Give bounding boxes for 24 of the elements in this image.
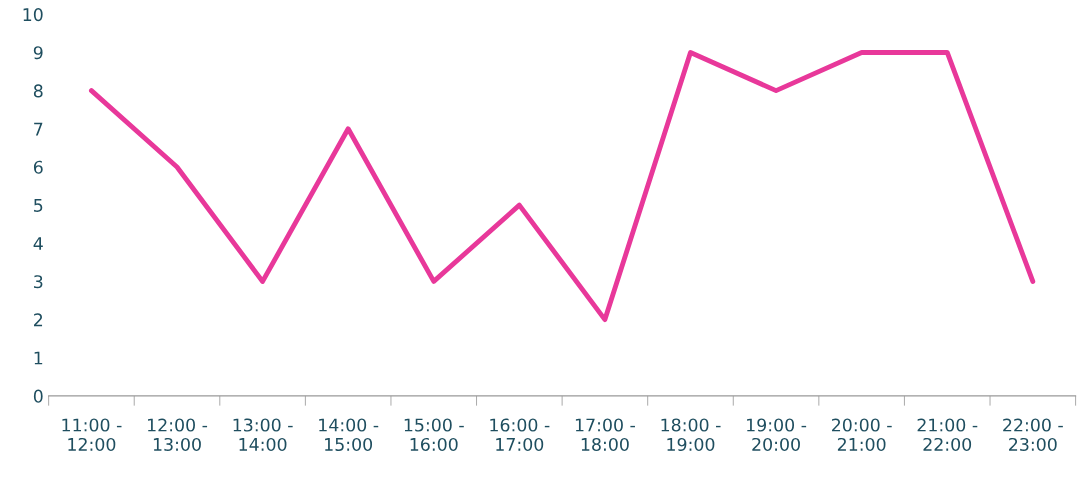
x-tick-label: 22:00 - 23:00: [1003, 418, 1063, 452]
y-tick-label: 0: [33, 389, 43, 403]
y-tick-label: 8: [33, 84, 43, 98]
x-tick-label: 20:00 - 21:00: [832, 418, 892, 452]
y-tick-label: 3: [34, 275, 43, 289]
y-tick-label: 10: [23, 8, 43, 22]
y-tick-label: 7: [34, 122, 43, 136]
y-tick-label: 9: [33, 46, 43, 60]
x-tick-label: 14:00 - 15:00: [319, 418, 379, 452]
line-series: [89, 50, 1036, 323]
x-tick-label: 15:00 - 16:00: [404, 418, 464, 452]
x-tick-label: 11:00 - 12:00: [62, 418, 122, 452]
x-tick-label: 18:00 - 19:00: [661, 418, 721, 452]
x-tick-label: 16:00 - 17:00: [490, 418, 550, 452]
y-tick-label: 2: [34, 313, 43, 327]
y-tick-label: 1: [34, 351, 43, 365]
y-tick-label: 6: [33, 160, 43, 174]
x-tick-label: 17:00 - 18:00: [575, 418, 635, 452]
x-tick-label: 21:00 - 22:00: [917, 418, 978, 452]
x-tick-label: 13:00 - 14:00: [233, 418, 293, 452]
x-tick-label: 19:00 - 20:00: [747, 418, 807, 452]
y-tick-label: 4: [33, 237, 43, 250]
x-tick-label: 12:00 - 13:00: [148, 418, 208, 452]
y-tick-label: 5: [34, 199, 43, 212]
